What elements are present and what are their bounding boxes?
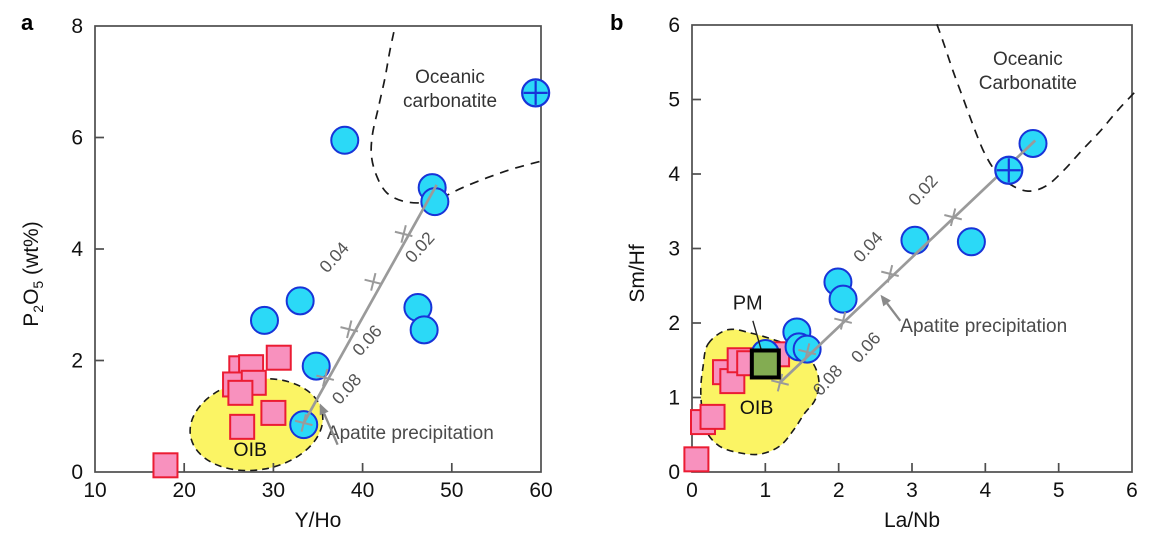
trend-tick-label: 0.04	[315, 238, 353, 277]
y-tick-label: 5	[668, 89, 680, 112]
trend-tick	[834, 311, 853, 330]
x-tick-label: 5	[1053, 479, 1065, 502]
x-tick-label: 10	[83, 479, 106, 502]
y-tick-label: 2	[668, 312, 680, 335]
y-tick-label: 0	[71, 461, 83, 484]
y-tick-label: 6	[71, 127, 83, 150]
pm-marker	[749, 348, 781, 380]
trend-tick-label: 0.04	[849, 227, 887, 266]
trend-tick-line	[346, 320, 353, 339]
trend-tick-line	[886, 264, 894, 283]
panel-a-letter: a	[21, 10, 34, 35]
data-point-square	[260, 399, 287, 426]
trend-tick-line	[300, 413, 307, 432]
x-tick-label: 60	[529, 479, 552, 502]
trend-tick-line	[370, 272, 377, 291]
x-axis-label: La/Nb	[884, 509, 940, 532]
data-point-circle	[409, 315, 439, 345]
trend-tick-line	[803, 343, 811, 362]
trend-tick-line	[400, 224, 407, 243]
data-point-circle	[956, 227, 986, 257]
data-point-square	[227, 379, 254, 406]
y-tick-label: 3	[668, 238, 680, 261]
y-tick-label: 2	[71, 350, 83, 373]
trend-tick	[294, 413, 313, 432]
x-tick-label: 6	[1126, 479, 1138, 502]
data-point-square	[152, 452, 179, 479]
trend-tick-label: 0.06	[847, 328, 885, 367]
y-tick-label: 6	[668, 14, 680, 37]
data-point-square	[683, 446, 710, 473]
y-axis-label: Sm/Hf	[626, 244, 649, 303]
data-point-circle	[285, 286, 315, 316]
y-axis-label: P2O5 (wt%)	[20, 221, 46, 326]
x-tick-label: 2	[833, 479, 845, 502]
trend-tick	[364, 272, 383, 291]
oib-label: OIB	[233, 439, 267, 461]
trend-tick-line	[776, 373, 784, 392]
apatite-precipitation-arrow	[323, 413, 339, 446]
data-point-circle	[330, 125, 360, 155]
y-tick-label: 0	[668, 461, 680, 484]
x-tick-label: 4	[979, 479, 991, 502]
data-point-square	[229, 413, 256, 440]
trend-line	[779, 139, 1037, 384]
trend-tick	[340, 320, 359, 339]
x-tick-label: 30	[262, 479, 285, 502]
trend-tick-line	[949, 208, 957, 227]
pm-label: PM	[733, 293, 763, 315]
oceanic-carbonatite-label: Carbonatite	[979, 73, 1077, 94]
trend-tick-line	[321, 368, 329, 387]
trend-tick	[316, 368, 335, 387]
x-tick-label: 20	[173, 479, 196, 502]
oceanic-carbonatite-label: Oceanic	[993, 49, 1063, 70]
trend-line	[302, 184, 438, 424]
y-tick-label: 1	[668, 387, 680, 410]
trend-tick	[771, 373, 789, 392]
x-tick-label: 1	[759, 479, 771, 502]
apatite-precipitation-arrow-head	[319, 403, 329, 416]
data-point-circle	[828, 284, 858, 314]
trend-tick-label: 0.08	[328, 369, 366, 408]
apatite-precipitation-arrow-head	[880, 294, 891, 307]
x-axis-label: Y/Ho	[295, 509, 342, 532]
trend-tick	[881, 264, 899, 283]
data-point-square	[265, 344, 292, 371]
trend-tick	[944, 208, 963, 227]
apatite-precipitation-arrow	[886, 302, 902, 322]
trend-tick	[798, 343, 817, 362]
oib-label: OIB	[740, 397, 774, 419]
data-point-circle	[420, 187, 450, 217]
trend-tick	[394, 224, 413, 243]
oceanic-carbonatite-label: carbonatite	[403, 91, 497, 112]
oceanic-carbonatite-label: Oceanic	[415, 67, 485, 88]
x-tick-label: 40	[351, 479, 374, 502]
x-tick-label: 0	[686, 479, 698, 502]
y-tick-label: 4	[668, 163, 680, 186]
trend-tick-line	[839, 311, 847, 330]
panel-a-chart: 10 20 30 40 50 60 0 2 4 6 8 Y/Ho P2O5 (wt%) 0.08 0.06 0…	[20, 15, 553, 532]
oceanic-carbonatite-boundary	[370, 31, 544, 204]
data-point-circle	[900, 225, 930, 255]
x-tick-label: 50	[440, 479, 463, 502]
y-tick-label: 4	[71, 238, 83, 261]
pm-leader-line	[752, 320, 763, 352]
apatite-precipitation-label: Apatite precipitation	[327, 423, 494, 444]
trend-tick-label: 0.06	[348, 321, 386, 360]
panel-b-chart: 0 1 2 3 4 5 60123456La/NbSm/Hf0.080.060.040.02…	[626, 14, 1138, 532]
x-tick-label: 3	[906, 479, 918, 502]
apatite-precipitation-label: Apatite precipitation	[900, 316, 1067, 337]
data-point-square	[699, 403, 726, 430]
y-tick-label: 8	[71, 15, 83, 38]
trend-tick-label: 0.02	[904, 171, 942, 210]
data-point-circle	[249, 305, 279, 335]
data-point-circle	[301, 351, 331, 381]
panel-b-letter: b	[610, 10, 624, 35]
